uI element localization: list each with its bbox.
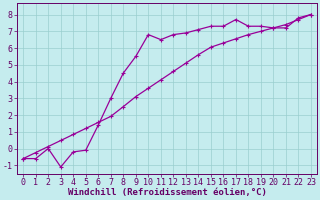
X-axis label: Windchill (Refroidissement éolien,°C): Windchill (Refroidissement éolien,°C) (68, 188, 267, 197)
